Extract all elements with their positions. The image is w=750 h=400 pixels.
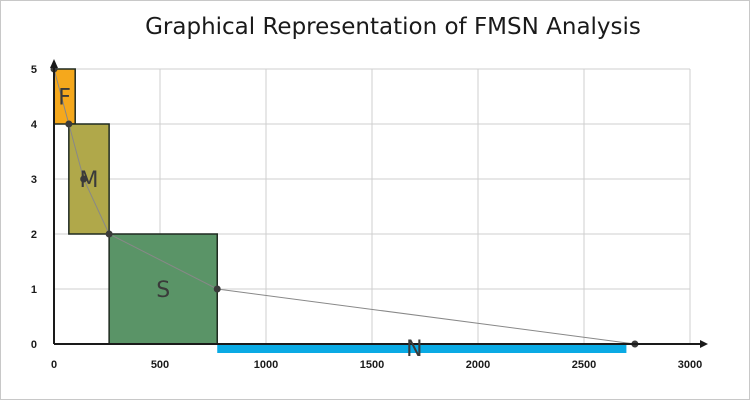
x-tick-label-4: 2000 <box>466 359 490 371</box>
x-tick-label-3: 1500 <box>360 359 384 371</box>
box-s <box>108 233 218 345</box>
y-tick-label-0: 0 <box>31 339 37 351</box>
box-label-f: F <box>58 86 71 111</box>
y-tick-label-5: 5 <box>31 64 37 76</box>
ticks: 0 500 1000 1500 2000 2500 3000 0 1 2 3 4 5 <box>31 64 702 371</box>
y-axis-arrow <box>50 59 58 68</box>
box-label-m: M <box>79 168 98 193</box>
axes <box>50 59 708 348</box>
box-m <box>68 123 110 235</box>
y-tick-label-2: 2 <box>31 229 37 241</box>
y-tick-label-3: 3 <box>31 174 37 186</box>
box-labels: F M S N <box>58 86 422 363</box>
x-tick-label-1: 500 <box>151 359 169 371</box>
x-tick-label-6: 3000 <box>678 359 702 371</box>
trend-point-2 <box>80 175 88 183</box>
trend-polyline <box>53 68 635 345</box>
x-tick-label-0: 0 <box>51 359 57 371</box>
y-tick-label-4: 4 <box>31 119 38 131</box>
box-n <box>217 343 627 353</box>
box-label-n: N <box>406 337 422 362</box>
chart-title: Graphical Representation of FMSN Analysi… <box>145 14 641 40</box>
boxes <box>53 68 627 353</box>
x-tick-label-2: 1000 <box>254 359 278 371</box>
x-tick-label-5: 2500 <box>572 359 596 371</box>
trend-point-3 <box>105 230 113 238</box>
x-axis-arrow <box>700 340 708 348</box>
trend-point-4 <box>213 285 221 293</box>
y-tick-label-1: 1 <box>31 284 37 296</box>
trend-point-1 <box>65 120 73 128</box>
box-label-s: S <box>156 278 170 303</box>
trend-line <box>50 65 639 348</box>
